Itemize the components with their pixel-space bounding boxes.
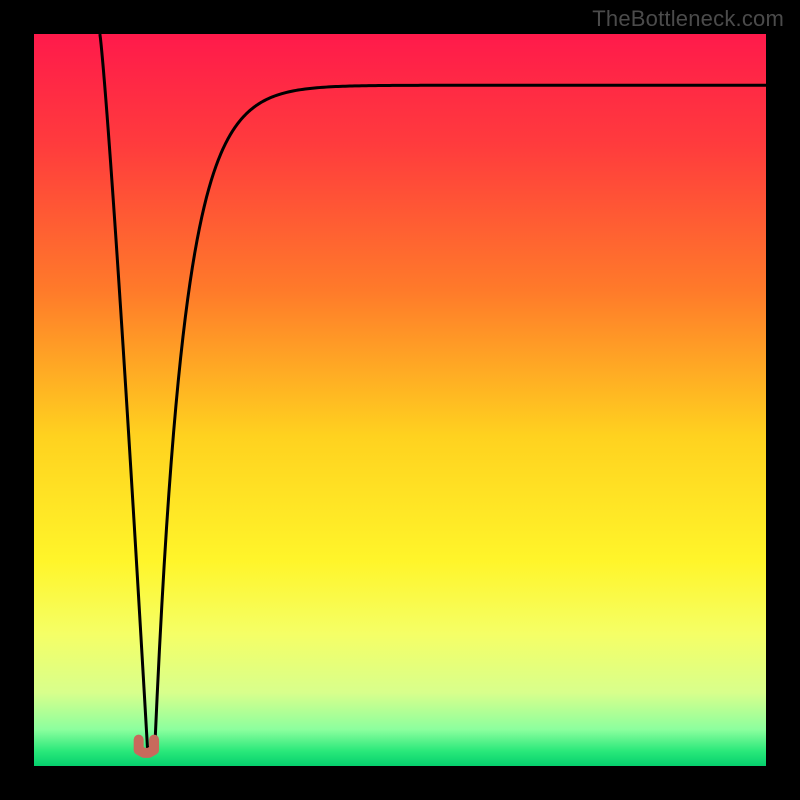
watermark-text: TheBottleneck.com — [592, 6, 784, 32]
figure-root: TheBottleneck.com — [0, 0, 800, 800]
plot-area — [34, 34, 766, 766]
chart-gradient-background — [34, 34, 766, 766]
